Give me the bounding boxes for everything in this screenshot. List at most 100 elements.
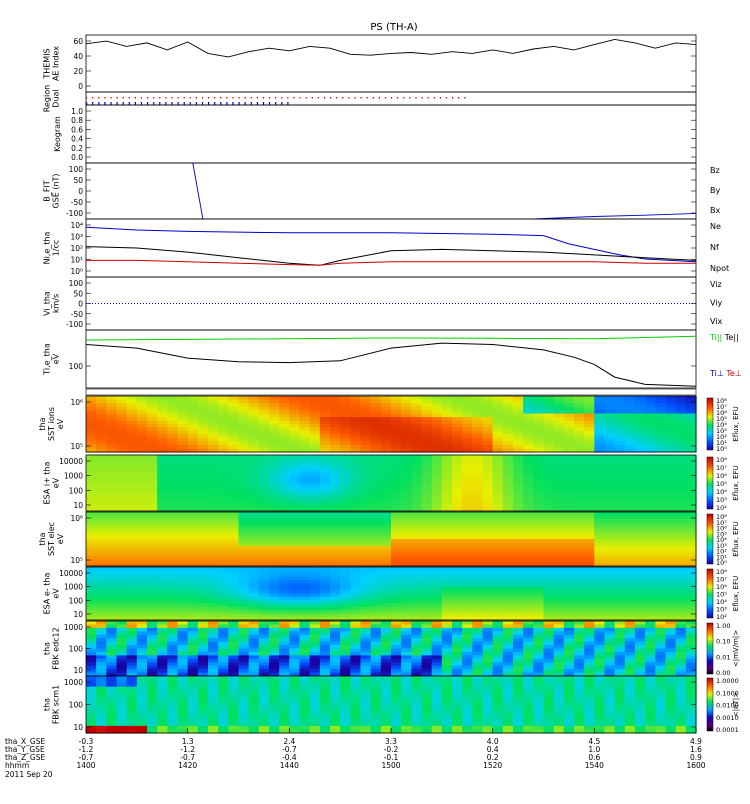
heatmap-cell [442, 462, 453, 466]
heatmap-cell [330, 645, 341, 649]
heatmap-cell [523, 497, 534, 501]
heatmap-cell [472, 403, 483, 407]
heatmap-cell [655, 421, 666, 425]
heatmap-cell [218, 403, 229, 407]
heatmap-cell [564, 487, 575, 491]
heatmap-cell [289, 428, 300, 432]
region-marker [147, 102, 148, 105]
heatmap-cell [218, 638, 229, 642]
heatmap-cell [472, 445, 483, 449]
heatmap-cell [564, 459, 575, 463]
heatmap-cell [442, 480, 453, 484]
heatmap-cell [605, 497, 616, 501]
heatmap-cell [574, 497, 585, 501]
heatmap-cell [371, 483, 382, 487]
heatmap-cell [564, 431, 575, 435]
heatmap-cell [615, 421, 626, 425]
heatmap-cell [147, 442, 158, 446]
heatmap-cell [645, 403, 656, 407]
heatmap-cell [523, 480, 534, 484]
heatmap-cell [462, 410, 473, 414]
heatmap-cell [361, 652, 372, 656]
heatmap-cell [96, 442, 107, 446]
heatmap-cell [513, 414, 524, 418]
heatmap-cell [340, 494, 351, 498]
heatmap-cell [106, 645, 117, 649]
heatmap-cell [676, 501, 687, 505]
heatmap-cell [442, 659, 453, 663]
legend-te-par: Te|| [724, 333, 739, 342]
heatmap-cell [574, 638, 585, 642]
heatmap-cell [228, 504, 239, 508]
heatmap-cell [493, 476, 504, 480]
heatmap-cell [269, 662, 280, 666]
heatmap-cell [594, 504, 605, 508]
heatmap-cell [218, 459, 229, 463]
heatmap-cell [503, 638, 514, 642]
heatmap-cell [432, 476, 443, 480]
legend-entry: Bz [710, 166, 720, 175]
heatmap-cell [483, 396, 494, 400]
heatmap-cell [96, 403, 107, 407]
heatmap-cell [198, 473, 209, 477]
heatmap-cell [584, 621, 595, 625]
heatmap-cell [594, 410, 605, 414]
heatmap-cell [350, 638, 361, 642]
heatmap-cell [127, 459, 138, 463]
heatmap-cell [269, 504, 280, 508]
heatmap-cell [391, 635, 402, 639]
heatmap-cell [483, 462, 494, 466]
heatmap-cell [452, 645, 463, 649]
heatmap-cell [259, 438, 270, 442]
heatmap-cell [249, 438, 260, 442]
heatmap-cell [533, 417, 544, 421]
heatmap-cell [472, 442, 483, 446]
y-tick-label: 0.8 [71, 116, 83, 125]
heatmap-cell [381, 621, 392, 625]
heatmap-cell [544, 435, 555, 439]
heatmap-cell [86, 407, 97, 411]
heatmap-cell [523, 624, 534, 628]
heatmap-cell [523, 490, 534, 494]
heatmap-cell [239, 414, 250, 418]
heatmap-cell [198, 645, 209, 649]
heatmap-cell [167, 403, 178, 407]
heatmap-cell [371, 466, 382, 470]
heatmap-cell [594, 476, 605, 480]
heatmap-cell [340, 455, 351, 459]
heatmap-cell [544, 442, 555, 446]
heatmap-cell [361, 476, 372, 480]
heatmap-cell [117, 424, 128, 428]
region-marker [300, 97, 301, 99]
legend-ti-perp: Ti⊥ [709, 369, 726, 378]
heatmap-cell [330, 635, 341, 639]
heatmap-cell [239, 624, 250, 628]
region-marker [330, 97, 331, 99]
heatmap-cell [411, 476, 422, 480]
heatmap-cell [350, 483, 361, 487]
heatmap-cell [310, 442, 321, 446]
heatmap-cell [279, 473, 290, 477]
heatmap-cell [157, 501, 168, 505]
heatmap-cell [188, 428, 199, 432]
heatmap-cell [422, 501, 433, 505]
heatmap-cell [513, 435, 524, 439]
heatmap-cell [96, 624, 107, 628]
heatmap-cell [147, 490, 158, 494]
heatmap-cell [584, 659, 595, 663]
heatmap-cell [411, 497, 422, 501]
y-tick-label: 10 [73, 501, 83, 510]
heatmap-cell [188, 635, 199, 639]
region-marker [178, 97, 179, 99]
heatmap-cell [584, 462, 595, 466]
heatmap-cell [635, 466, 646, 470]
heatmap-cell [208, 435, 219, 439]
heatmap-cell [371, 645, 382, 649]
y-tick-label: 10⁶ [70, 514, 83, 523]
heatmap-cell [269, 428, 280, 432]
heatmap-cell [127, 621, 138, 625]
heatmap-cell [666, 483, 677, 487]
heatmap-cell [676, 421, 687, 425]
heatmap-cell [300, 645, 311, 649]
heatmap-cell [167, 473, 178, 477]
